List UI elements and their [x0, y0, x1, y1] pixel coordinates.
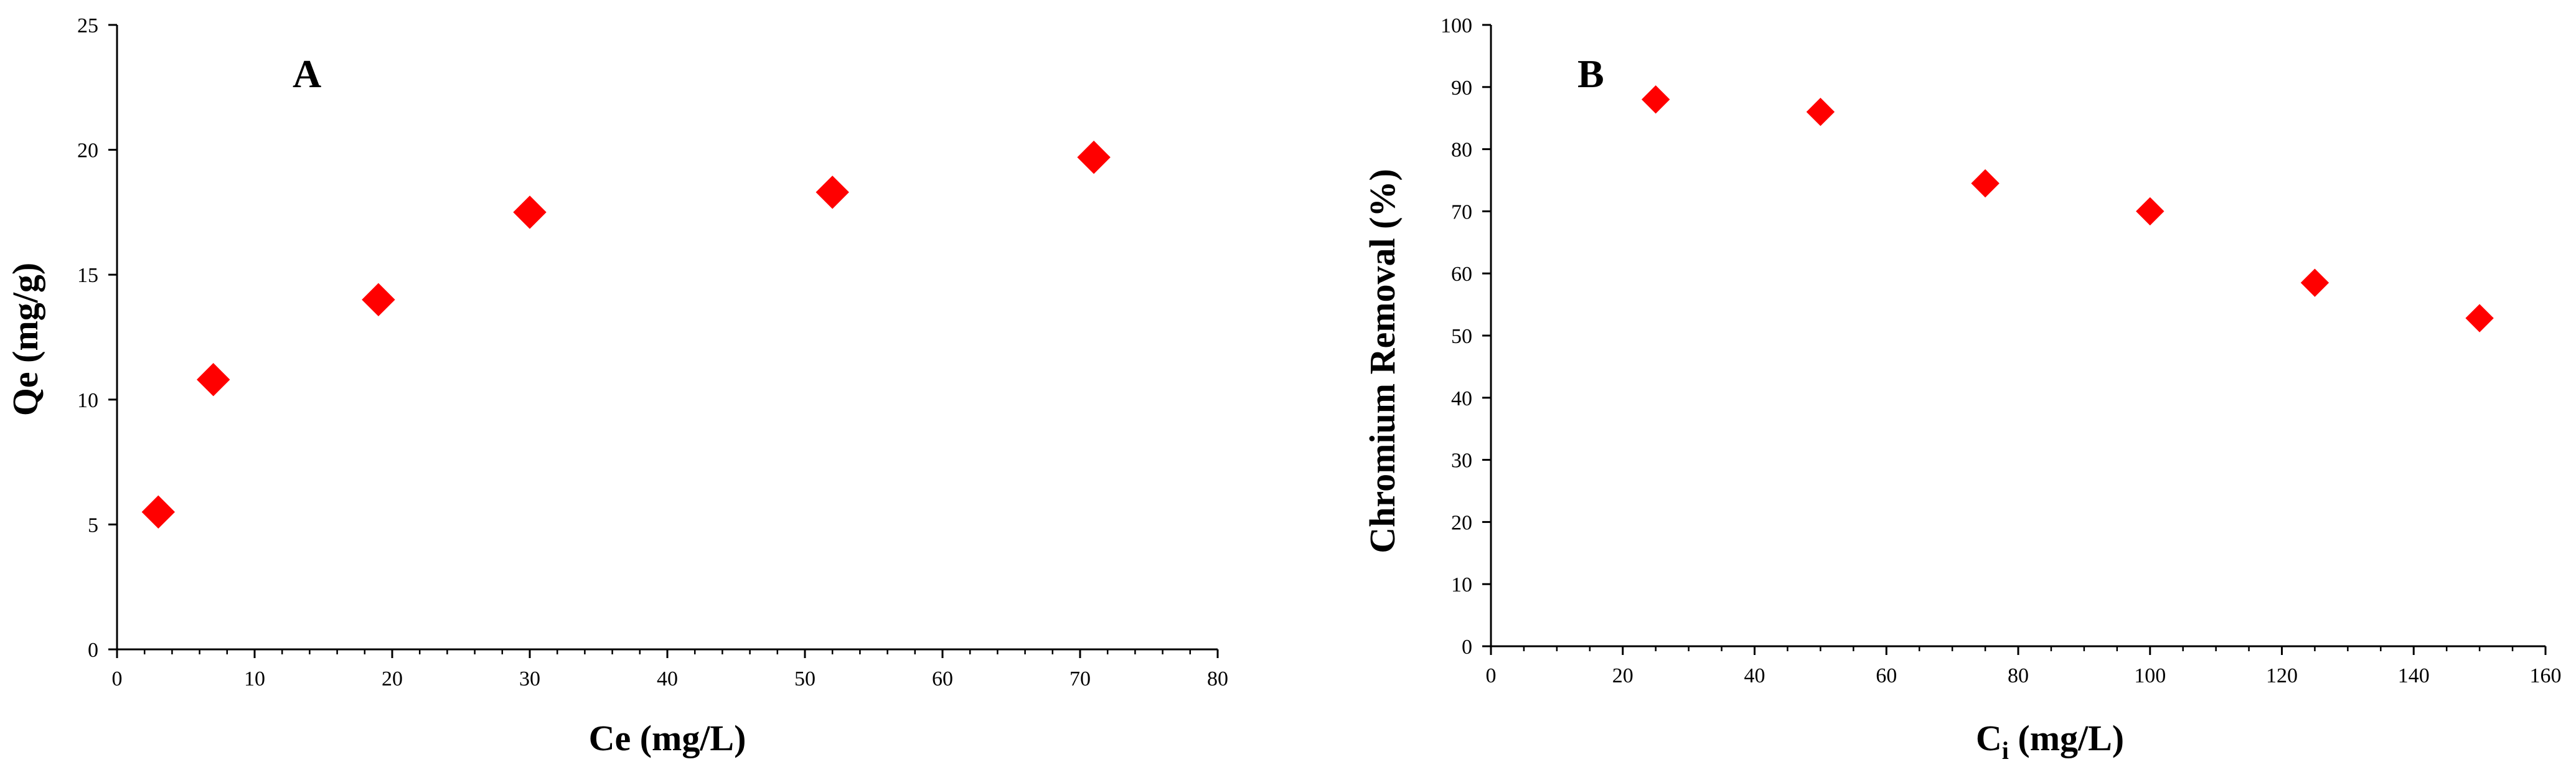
y-axis-label-a: Qe (mg/g) — [5, 263, 45, 416]
axes-b — [1490, 25, 2545, 648]
x-tick-label: 80 — [1207, 667, 1228, 690]
data-point — [196, 362, 230, 397]
x-tick-label: 40 — [657, 667, 678, 690]
data-point — [1077, 140, 1111, 174]
data-point — [2136, 197, 2165, 226]
panel-label-a: A — [293, 52, 321, 96]
x-tick-label: 40 — [1744, 664, 1765, 687]
data-point — [1971, 169, 2000, 198]
x-tick-label: 0 — [112, 667, 123, 690]
y-tick-label: 0 — [1462, 636, 1472, 659]
y-ticks-a: 0 5 10 15 20 25 — [77, 14, 117, 662]
y-tick-label: 20 — [1451, 511, 1472, 534]
chart-panel-a: 0 10 20 30 40 50 60 70 80 0 5 10 15 20 25 A Ce (mg/L)… — [5, 14, 1228, 758]
x-tick-label: 20 — [382, 667, 403, 690]
y-tick-label: 70 — [1451, 200, 1472, 224]
x-tick-label: 60 — [1876, 664, 1897, 687]
x-tick-label: 70 — [1069, 667, 1091, 690]
axes-a — [116, 25, 1218, 651]
x-axis-label-b-sub: i — [2002, 737, 2009, 765]
y-axis-label-b: Chromium Removal (%) — [1362, 169, 1403, 553]
data-points-a — [141, 140, 1111, 529]
y-tick-label: 40 — [1451, 387, 1472, 410]
x-tick-label: 50 — [794, 667, 816, 690]
y-tick-label: 20 — [77, 139, 98, 162]
y-tick-label: 0 — [88, 639, 98, 662]
panel-label-b: B — [1577, 52, 1604, 96]
y-tick-label: 50 — [1451, 325, 1472, 348]
x-tick-label: 80 — [2008, 664, 2029, 687]
data-points-b — [1641, 85, 2494, 332]
x-tick-label: 20 — [1612, 664, 1634, 687]
data-point — [2300, 268, 2329, 297]
y-tick-label: 90 — [1451, 77, 1472, 100]
data-point — [816, 176, 849, 209]
x-tick-label: 60 — [932, 667, 953, 690]
x-tick-label: 30 — [519, 667, 540, 690]
y-tick-label: 80 — [1451, 139, 1472, 162]
x-axis-label-b: Ci (mg/L) — [1976, 718, 2124, 765]
data-point — [1641, 85, 1670, 114]
x-axis-label-b-rest: (mg/L) — [2009, 718, 2124, 758]
data-point — [141, 495, 176, 529]
x-tick-label: 160 — [2530, 664, 2562, 687]
data-point — [362, 283, 395, 317]
x-tick-label: 140 — [2398, 664, 2430, 687]
chart-panel-b: 0 20 40 60 80 100 120 140 160 0 10 20 30 40 50 60 70 80 9… — [1362, 14, 2562, 765]
data-point — [1806, 98, 1835, 126]
x-ticks-a: 0 10 20 30 40 50 60 70 80 — [112, 649, 1228, 690]
y-tick-label: 60 — [1451, 263, 1472, 286]
y-tick-label: 5 — [88, 514, 98, 537]
x-tick-label: 10 — [244, 667, 265, 690]
y-tick-label: 30 — [1451, 450, 1472, 473]
y-tick-label: 10 — [77, 389, 98, 412]
x-axis-label-a: Ce (mg/L) — [589, 718, 746, 758]
data-point — [513, 195, 547, 229]
x-ticks-b: 0 20 40 60 80 100 120 140 160 — [1486, 646, 2562, 687]
y-tick-label: 15 — [77, 264, 98, 287]
x-tick-label: 100 — [2134, 664, 2166, 687]
x-tick-label: 120 — [2266, 664, 2298, 687]
data-point — [2465, 304, 2494, 332]
x-axis-label-b-main: C — [1976, 718, 2002, 758]
y-tick-label: 25 — [77, 14, 98, 37]
y-tick-label: 10 — [1451, 573, 1472, 596]
y-tick-label: 100 — [1441, 14, 1472, 37]
x-tick-label: 0 — [1486, 664, 1497, 687]
y-ticks-b: 0 10 20 30 40 50 60 70 80 90 100 — [1441, 14, 1491, 659]
